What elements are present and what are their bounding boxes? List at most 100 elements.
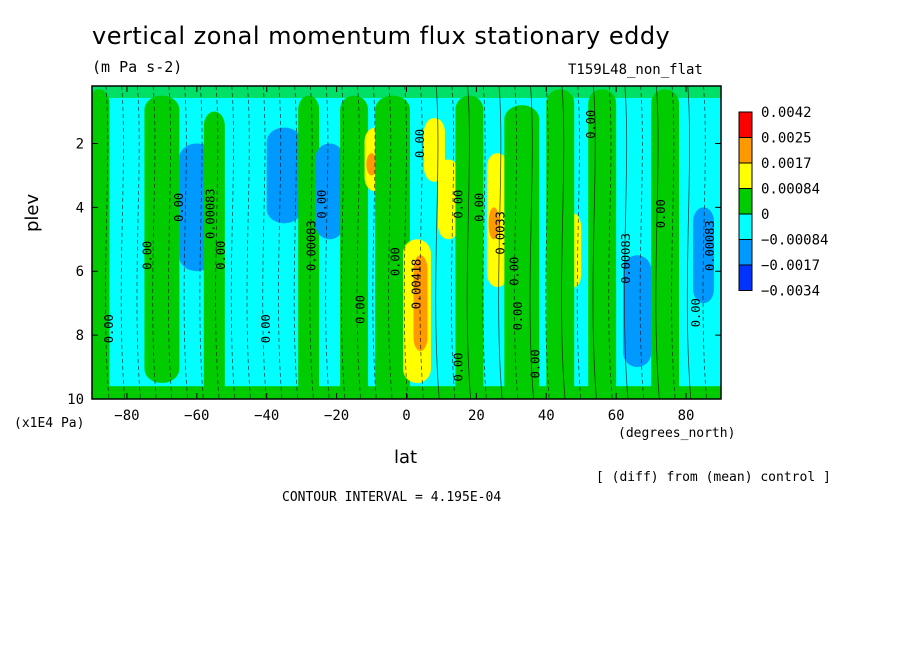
x-tick-label: 80 <box>678 408 695 424</box>
chart-units: (m Pa s-2) <box>92 58 183 76</box>
contour-label: 0.00 <box>511 302 525 331</box>
contour-label: 0.00083 <box>305 220 319 271</box>
x-axis-unit: (degrees_north) <box>618 426 736 441</box>
contour-label: 0.00083 <box>619 233 633 284</box>
contour-line <box>152 86 157 399</box>
run-label: T159L48_non_flat <box>568 62 703 78</box>
contour-line <box>513 86 519 399</box>
contour-label: 0.00 <box>413 129 427 158</box>
contour-line <box>419 86 424 399</box>
diff-note: [ (diff) from (mean) control ] <box>596 470 831 485</box>
contour-label: 0.00 <box>507 257 521 286</box>
contour-line <box>340 86 346 399</box>
contour-line <box>545 86 550 399</box>
legend-label: 0.00084 <box>761 182 820 198</box>
contour-line <box>529 86 534 399</box>
contour-line <box>403 86 409 399</box>
contour-line <box>293 86 299 399</box>
contour-labels: 0.000.000.00 0.000830.000.000.000830.000.… <box>102 110 717 382</box>
x-axis-label: lat <box>394 447 418 468</box>
contour-line <box>262 86 267 399</box>
legend-label: 0.0025 <box>761 131 812 147</box>
x-tick-label: −20 <box>324 408 349 424</box>
contour-line <box>482 86 487 399</box>
contour-line <box>576 86 582 399</box>
contour-line <box>136 86 141 399</box>
contour-field <box>92 86 721 399</box>
contour-line <box>278 86 283 399</box>
legend-label: 0.0042 <box>761 105 812 121</box>
field-patch <box>203 111 225 399</box>
contour-label: 0.00 <box>172 193 186 222</box>
legend-label: 0.0017 <box>761 156 812 172</box>
legend-label: −0.0034 <box>761 284 820 300</box>
field-patch <box>144 95 180 384</box>
contour-line <box>325 86 330 399</box>
contour-line <box>435 86 440 399</box>
contour-line <box>105 86 110 399</box>
contour-line <box>561 86 566 399</box>
contour-label: 0.00 <box>214 241 228 270</box>
field-patch <box>112 89 141 399</box>
contour-line <box>246 86 251 399</box>
color-legend: 0.0042 0.0025 0.0017 0.00084 0 −0.00084 −0.001… <box>738 105 828 300</box>
contour-line <box>215 86 220 399</box>
legend-swatch <box>738 111 753 138</box>
x-tick-label: 40 <box>538 408 555 424</box>
contour-line <box>230 86 236 399</box>
contour-line <box>655 86 660 399</box>
contour-label: 0.00 <box>451 353 465 382</box>
contour-label: 0.00 <box>689 298 703 327</box>
field-patch <box>623 255 652 368</box>
contour-line <box>120 86 126 399</box>
y-axis-unit: (x1E4 Pa) <box>14 416 85 431</box>
contour-label: 0.00 <box>472 193 486 222</box>
y-tick-label: 6 <box>76 264 84 280</box>
contour-label: 0.00 <box>140 241 154 270</box>
contour-label: 0.00083 <box>703 220 717 271</box>
contour-line <box>466 86 472 399</box>
contour-line <box>388 86 393 399</box>
x-tick-label: 60 <box>608 408 625 424</box>
contour-interval: CONTOUR INTERVAL = 4.195E-04 <box>282 490 502 505</box>
contour-line <box>624 86 629 399</box>
field-patch <box>340 95 369 399</box>
contour-line <box>639 86 645 399</box>
field-patch <box>546 89 575 399</box>
y-tick-label: 10 <box>67 392 84 408</box>
contour-line <box>608 86 613 399</box>
field-patch <box>413 255 428 352</box>
contour-label: 0.00 <box>584 110 598 139</box>
field-patch <box>92 89 110 399</box>
contour-line <box>199 86 204 399</box>
contour-line <box>356 86 361 399</box>
field-patch <box>375 95 410 399</box>
contour-line <box>592 86 597 399</box>
contour-label: 0.00 <box>315 190 329 219</box>
contour-line <box>168 86 173 399</box>
contour-label: 0.00 <box>102 314 116 343</box>
legend-label: −0.00084 <box>761 233 828 249</box>
legend-swatch <box>738 137 753 164</box>
contour-label: 0.00 <box>354 295 368 324</box>
x-tick-label: −80 <box>114 408 139 424</box>
contour-line <box>498 86 503 399</box>
axes: −80 −60 −40 −20 0 20 40 60 80 2 4 6 8 10 <box>67 86 721 424</box>
contour-label: 0.00 <box>451 190 465 219</box>
contour-label: 0.00 <box>654 199 668 228</box>
contour-line <box>309 86 314 399</box>
field-patch <box>366 153 377 176</box>
field-patch <box>488 207 500 240</box>
contour-label: 0.00 <box>259 314 273 343</box>
contour-line <box>702 86 707 399</box>
legend-swatch <box>738 213 753 240</box>
contour-label: 0.0033 <box>493 211 507 254</box>
legend-label: 0 <box>761 207 769 223</box>
x-tick-label: −60 <box>184 408 209 424</box>
contour-line <box>451 86 456 399</box>
legend-swatch <box>738 264 753 291</box>
x-tick-label: 0 <box>402 408 410 424</box>
legend-swatch <box>738 239 753 266</box>
chart-title: vertical zonal momentum flux stationary … <box>92 22 671 50</box>
